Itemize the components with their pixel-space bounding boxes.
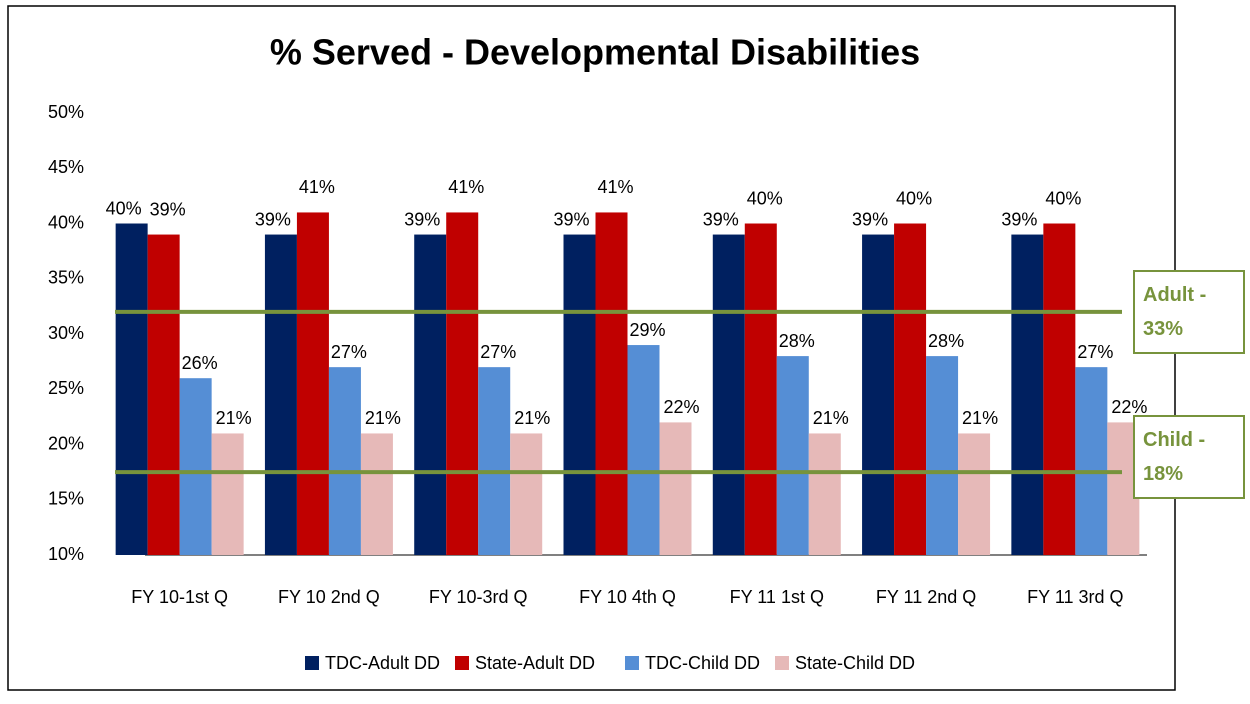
bar	[211, 433, 244, 555]
bar	[595, 212, 628, 555]
legend-swatch	[775, 656, 789, 670]
bar	[147, 234, 180, 556]
y-tick-label: 10%	[48, 544, 84, 564]
legend-label: TDC-Child DD	[645, 653, 760, 673]
data-label: 39%	[553, 209, 589, 229]
y-tick-label: 15%	[48, 489, 84, 509]
y-tick-label: 35%	[48, 268, 84, 288]
data-label: 40%	[896, 188, 932, 208]
bar	[627, 345, 660, 555]
legend-label: TDC-Adult DD	[325, 653, 440, 673]
bar	[510, 433, 543, 555]
data-label: 27%	[480, 342, 516, 362]
reference-label: Child - 18%	[1133, 415, 1245, 499]
bar	[1043, 223, 1076, 555]
x-tick-label: FY 11 2nd Q	[876, 587, 976, 607]
y-tick-label: 45%	[48, 157, 84, 177]
data-label: 27%	[331, 342, 367, 362]
x-tick-label: FY 10-1st Q	[131, 587, 228, 607]
bar	[659, 422, 692, 555]
data-label: 39%	[852, 209, 888, 229]
data-label: 39%	[1001, 209, 1037, 229]
data-label: 26%	[182, 353, 218, 373]
bar	[446, 212, 479, 555]
legend-swatch	[455, 656, 469, 670]
chart-title: % Served - Developmental Disabilities	[270, 32, 920, 73]
bar	[328, 367, 361, 555]
bar	[744, 223, 777, 555]
bar	[808, 433, 841, 555]
data-label: 29%	[629, 320, 665, 340]
data-label: 22%	[663, 397, 699, 417]
bar	[776, 356, 809, 555]
data-label: 40%	[1045, 188, 1081, 208]
bar	[264, 234, 297, 556]
data-label: 41%	[597, 177, 633, 197]
data-label: 39%	[404, 209, 440, 229]
data-label: 22%	[1111, 397, 1147, 417]
data-label: 21%	[962, 408, 998, 428]
bar	[958, 433, 991, 555]
bar	[563, 234, 596, 556]
reference-label: Adult - 33%	[1133, 270, 1245, 354]
y-tick-label: 20%	[48, 433, 84, 453]
bar	[926, 356, 959, 555]
data-label: 40%	[747, 188, 783, 208]
data-label: 27%	[1077, 342, 1113, 362]
bar	[360, 433, 393, 555]
data-label: 28%	[779, 331, 815, 351]
legend-label: State-Adult DD	[475, 653, 595, 673]
data-label: 39%	[150, 199, 186, 219]
legend-swatch	[305, 656, 319, 670]
bar	[1011, 234, 1044, 556]
y-tick-label: 25%	[48, 378, 84, 398]
data-label: 28%	[928, 331, 964, 351]
x-tick-label: FY 11 3rd Q	[1027, 587, 1123, 607]
x-tick-label: FY 10-3rd Q	[429, 587, 528, 607]
bar	[862, 234, 895, 556]
bar	[414, 234, 447, 556]
data-label: 21%	[365, 408, 401, 428]
data-label: 21%	[216, 408, 252, 428]
y-tick-label: 40%	[48, 212, 84, 232]
bar	[712, 234, 745, 556]
data-label: 21%	[813, 408, 849, 428]
bar	[1075, 367, 1108, 555]
y-tick-label: 30%	[48, 323, 84, 343]
x-tick-label: FY 11 1st Q	[730, 587, 824, 607]
bar	[179, 378, 212, 555]
bar	[478, 367, 511, 555]
data-label: 21%	[514, 408, 550, 428]
x-tick-label: FY 10 4th Q	[579, 587, 676, 607]
y-tick-label: 50%	[48, 102, 84, 122]
x-tick-label: FY 10 2nd Q	[278, 587, 380, 607]
bar	[894, 223, 927, 555]
data-label: 40%	[106, 198, 142, 218]
data-label: 39%	[703, 209, 739, 229]
data-label: 39%	[255, 209, 291, 229]
data-label: 41%	[299, 177, 335, 197]
bar	[296, 212, 329, 555]
legend-swatch	[625, 656, 639, 670]
bar	[115, 223, 148, 555]
legend-label: State-Child DD	[795, 653, 915, 673]
data-label: 41%	[448, 177, 484, 197]
